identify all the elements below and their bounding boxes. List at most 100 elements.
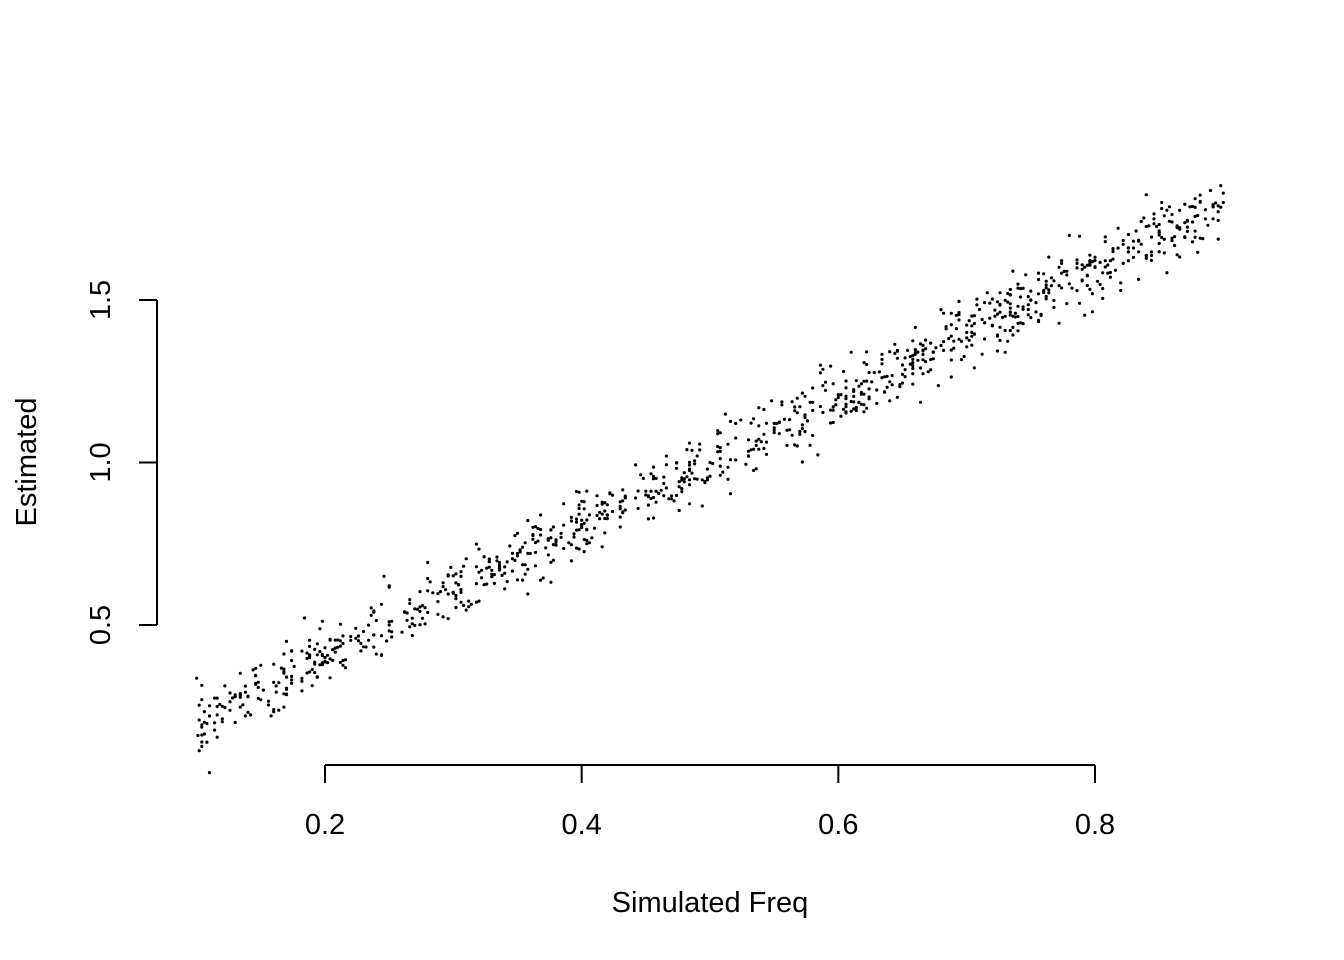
data-point	[320, 663, 324, 667]
data-point	[1011, 333, 1015, 337]
data-point	[1190, 220, 1195, 224]
data-point	[603, 516, 607, 521]
data-point	[1214, 201, 1218, 205]
data-point	[921, 358, 925, 362]
data-point	[387, 623, 391, 627]
data-point	[1001, 315, 1005, 319]
data-point	[841, 407, 846, 411]
data-point	[238, 692, 242, 696]
data-point	[220, 720, 224, 724]
data-point	[618, 507, 622, 511]
data-point	[238, 671, 242, 675]
data-point	[854, 405, 858, 410]
data-point	[790, 433, 794, 437]
data-point	[816, 453, 820, 457]
data-point	[610, 509, 615, 514]
data-point	[857, 400, 861, 404]
data-point	[780, 403, 784, 407]
data-point	[410, 616, 414, 620]
data-point	[600, 502, 604, 506]
data-point	[1016, 321, 1020, 325]
data-point	[254, 666, 258, 670]
data-point	[1139, 242, 1143, 246]
data-point	[854, 408, 858, 413]
data-point	[800, 460, 805, 464]
data-point	[539, 578, 543, 582]
data-point	[657, 491, 661, 495]
data-point	[526, 592, 530, 596]
data-point	[770, 399, 774, 403]
data-point	[1113, 268, 1118, 272]
data-point	[844, 402, 848, 406]
data-point	[333, 646, 337, 650]
data-point	[515, 531, 520, 536]
data-point	[418, 623, 422, 627]
data-point	[249, 713, 253, 717]
data-point	[998, 291, 1002, 295]
data-point	[975, 303, 979, 307]
data-point	[1052, 298, 1056, 302]
data-point	[477, 599, 481, 603]
data-point	[882, 390, 887, 394]
data-point	[390, 630, 394, 634]
data-point	[931, 357, 935, 361]
data-point	[854, 379, 858, 383]
data-point	[913, 352, 917, 356]
data-point	[1026, 295, 1030, 299]
data-point	[256, 685, 260, 690]
data-point	[865, 406, 869, 410]
data-point	[1016, 304, 1020, 308]
data-point	[361, 629, 366, 634]
data-point	[326, 653, 330, 657]
data-point	[752, 447, 756, 451]
data-point	[533, 525, 538, 529]
data-point	[1016, 314, 1020, 319]
data-point	[1106, 271, 1110, 275]
data-point	[1003, 314, 1007, 318]
data-point	[1198, 200, 1202, 204]
data-point	[757, 424, 761, 428]
data-point	[523, 572, 527, 576]
data-point	[693, 477, 697, 481]
data-point	[577, 528, 581, 532]
data-point	[454, 605, 458, 610]
data-point	[505, 560, 509, 564]
data-point	[623, 508, 627, 512]
data-point	[949, 358, 953, 362]
data-point	[426, 589, 430, 593]
data-point	[967, 319, 971, 323]
data-point	[1142, 216, 1146, 220]
data-point	[972, 366, 977, 370]
data-point	[852, 400, 856, 404]
data-point	[441, 585, 445, 589]
data-point	[775, 422, 779, 426]
data-point	[1131, 255, 1136, 259]
data-point	[582, 507, 586, 511]
data-point	[218, 702, 222, 706]
data-point	[836, 393, 840, 397]
data-point	[474, 600, 478, 604]
data-point	[621, 499, 625, 503]
data-point	[585, 518, 589, 522]
data-point	[944, 325, 948, 329]
data-point	[746, 449, 751, 453]
data-point	[839, 414, 843, 418]
data-point	[1178, 226, 1182, 230]
data-point	[959, 339, 964, 343]
data-point	[549, 580, 553, 584]
data-point	[1149, 250, 1154, 254]
data-point	[998, 325, 1002, 329]
data-point	[908, 355, 912, 359]
data-point	[1029, 316, 1033, 320]
data-point	[390, 635, 394, 639]
data-point	[918, 342, 923, 346]
data-point	[1029, 298, 1033, 302]
data-point	[361, 645, 366, 649]
data-point	[605, 503, 609, 507]
data-point	[1155, 224, 1159, 229]
data-point	[793, 409, 797, 413]
data-point	[690, 471, 694, 475]
data-point	[197, 749, 201, 753]
data-point	[515, 554, 520, 558]
data-point	[888, 380, 892, 384]
